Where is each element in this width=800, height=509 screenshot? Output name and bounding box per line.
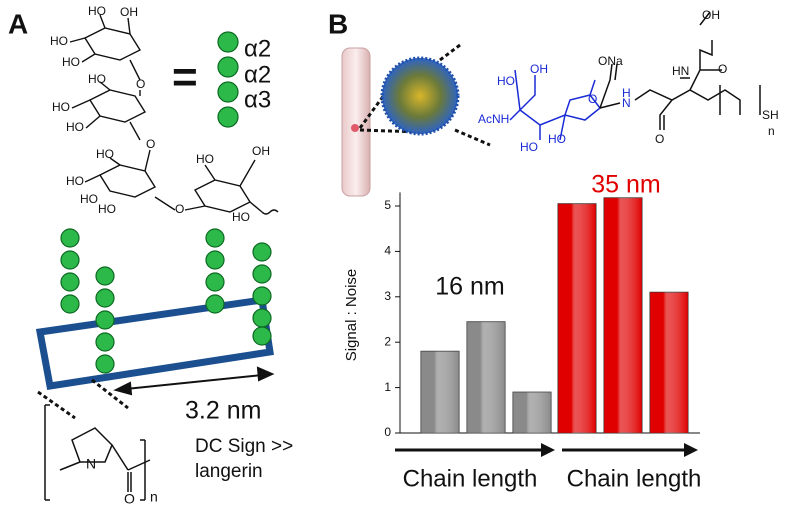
atom-label: OH bbox=[120, 5, 138, 19]
atom-label: HO bbox=[548, 132, 566, 146]
distance-label: 3.2 nm bbox=[185, 397, 261, 425]
annotation: 16 nm bbox=[435, 273, 504, 301]
atom-label: HO bbox=[62, 55, 80, 69]
y-tick-label: 0 bbox=[384, 425, 391, 439]
atom-label: HO bbox=[196, 152, 214, 166]
equals-sign: = bbox=[172, 53, 198, 102]
annotation: 35 nm bbox=[591, 171, 660, 199]
selectivity-label: langerin bbox=[195, 461, 263, 482]
zoom-lines bbox=[358, 43, 491, 147]
atom-label: N bbox=[86, 456, 96, 472]
bar-shine bbox=[604, 197, 642, 433]
atom-label: ONa bbox=[598, 54, 623, 68]
atom-label: HO bbox=[96, 147, 114, 161]
tube-photo bbox=[341, 47, 371, 197]
atom-label: HO bbox=[88, 4, 106, 18]
atom-label: OH bbox=[530, 62, 548, 76]
selectivity-label: DC Sign >> bbox=[195, 436, 293, 457]
proline-labels: N O n bbox=[86, 456, 158, 507]
bar-shine bbox=[513, 392, 551, 433]
x-arrows bbox=[395, 443, 698, 457]
atom-label: O bbox=[136, 77, 145, 91]
atom-label: HO bbox=[520, 140, 538, 154]
linker-structure bbox=[599, 11, 761, 130]
atom-label: H bbox=[622, 86, 631, 100]
linkage-label: α2 bbox=[244, 35, 271, 62]
glycan-labels: HO OH HO HO HO O HO HO HO O HO HO HO O H… bbox=[50, 4, 270, 224]
atom-label: O bbox=[124, 491, 135, 507]
sialic-structure bbox=[509, 69, 602, 141]
atom-label: O bbox=[146, 137, 155, 151]
panel-label: A bbox=[8, 8, 28, 39]
panel-label: B bbox=[328, 8, 348, 39]
atom-label: O bbox=[718, 62, 727, 76]
distance-arrow bbox=[113, 366, 275, 396]
y-tick-label: 5 bbox=[384, 198, 391, 212]
atom-label: HO bbox=[66, 120, 84, 134]
atom-label: HO bbox=[66, 174, 84, 188]
atom-label: HO bbox=[98, 202, 116, 216]
bar-shine bbox=[421, 351, 459, 433]
sialic-labels: OH HO AcNH HO HO O ONa H N O HN OH O SH … bbox=[478, 8, 779, 154]
atom-label: O bbox=[655, 132, 664, 146]
atom-label: HO bbox=[80, 192, 98, 206]
atom-label: AcNH bbox=[478, 112, 509, 126]
y-axis-label: Signal : Noise bbox=[343, 269, 360, 362]
atom-label: HO bbox=[52, 100, 70, 114]
atom-label: HN bbox=[672, 64, 689, 78]
glycan-key bbox=[217, 31, 239, 128]
atom-label: O bbox=[588, 92, 597, 106]
atom-label: HO bbox=[88, 72, 106, 86]
bar-shine bbox=[467, 321, 505, 433]
y-tick-label: 1 bbox=[384, 380, 391, 394]
nanoparticle bbox=[380, 56, 460, 136]
atom-label: OH bbox=[702, 8, 720, 22]
glycan-structure bbox=[69, 14, 279, 215]
atom-label: SH bbox=[762, 108, 779, 122]
y-tick-label: 3 bbox=[384, 289, 391, 303]
atom-label: n bbox=[150, 489, 158, 505]
x-axis-label: Chain length bbox=[567, 465, 702, 492]
bar-shine bbox=[650, 292, 688, 433]
atom-label: OH bbox=[252, 144, 270, 158]
linkage-label: α3 bbox=[244, 86, 271, 113]
tube-spot bbox=[351, 124, 359, 132]
atom-label: HO bbox=[497, 74, 515, 88]
y-tick-label: 2 bbox=[384, 334, 391, 348]
glycan-chains bbox=[60, 228, 272, 374]
atom-label: HO bbox=[232, 210, 250, 224]
proline-structure bbox=[37, 378, 151, 501]
atom-label: HO bbox=[50, 34, 68, 48]
y-tick-label: 4 bbox=[384, 244, 391, 258]
x-axis-label: Chain length bbox=[403, 465, 538, 492]
scaffold bbox=[35, 296, 274, 390]
atom-label: N bbox=[622, 96, 631, 110]
atom-label: O bbox=[175, 202, 184, 216]
linkage-label: α2 bbox=[244, 61, 271, 88]
atom-label: n bbox=[768, 124, 775, 138]
bar-shine bbox=[558, 203, 596, 433]
